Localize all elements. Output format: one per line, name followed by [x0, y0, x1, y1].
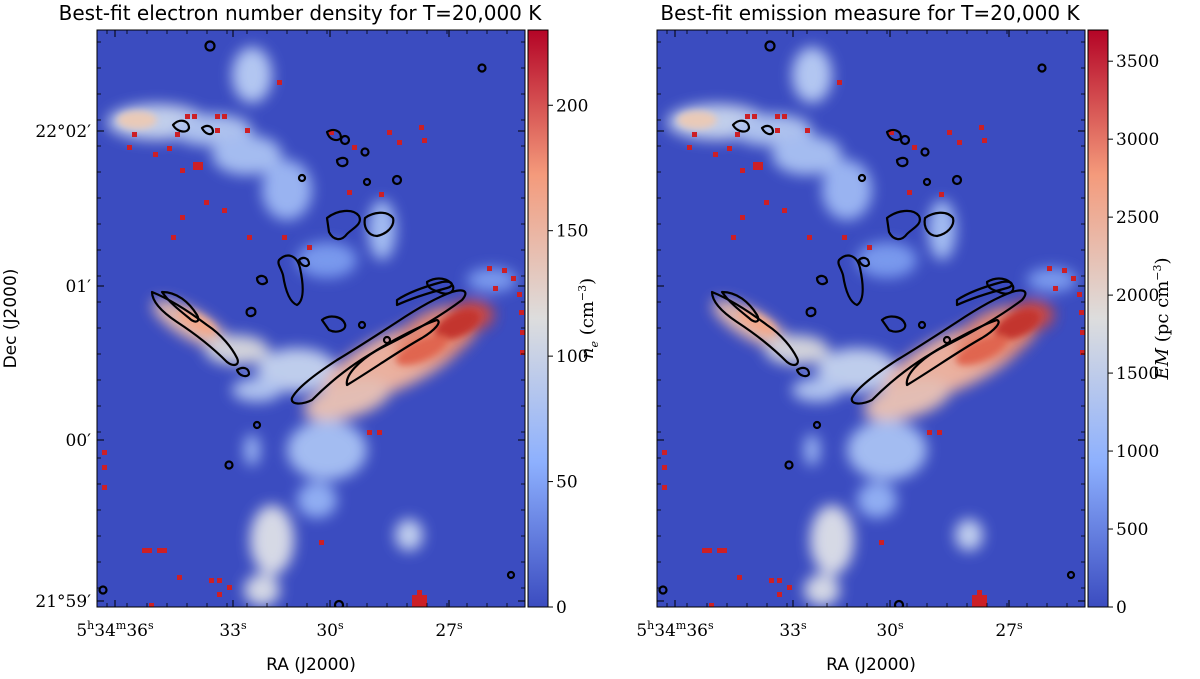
x-tick-label: 33s [219, 619, 247, 641]
colorbar-tick-label: 0 [1116, 598, 1127, 618]
chart-title: Best-fit emission measure for T=20,000 K [660, 1, 1080, 25]
panel-emission-measure: Best-fit emission measure for T=20,000 K… [636, 1, 1173, 675]
colorbar-tick-label: 0 [556, 598, 567, 618]
x-tick-label: 27s [435, 619, 463, 641]
x-tick-label: 30s [316, 619, 344, 641]
colorbar-tick-label: 1000 [1116, 442, 1159, 462]
y-tick-label: 01′ [66, 277, 92, 297]
colorbar-tick-label: 3000 [1116, 130, 1159, 150]
colorbar-tick-label: 150 [556, 222, 588, 242]
x-tick-label: 27s [995, 619, 1023, 641]
chart-title: Best-fit electron number density for T=2… [59, 1, 543, 25]
colorbar-tick-label: 3500 [1116, 52, 1159, 72]
colorbar-tick-label: 2500 [1116, 208, 1159, 228]
x-tick-label: 33s [779, 619, 807, 641]
y-tick-label: 22°02′ [35, 122, 91, 142]
y-axis-label: Dec (J2000) [1, 269, 21, 369]
colorbar-tick-label: 200 [556, 96, 588, 116]
figure: Best-fit electron number density for T=2… [0, 0, 1200, 679]
panel-electron-density: Best-fit electron number density for T=2… [1, 1, 601, 675]
y-tick-label: 21°59′ [35, 592, 91, 612]
colorbar-label: EM (pc cm−3) [1151, 257, 1173, 380]
x-tick-label: 5h34m36s [636, 619, 714, 641]
x-tick-label: 5h34m36s [76, 619, 154, 641]
colorbar [1088, 30, 1108, 607]
x-axis-label: RA (J2000) [266, 655, 356, 675]
colorbar-tick-label: 50 [556, 473, 578, 493]
y-tick-label: 00′ [66, 431, 92, 451]
x-axis-label: RA (J2000) [826, 655, 916, 675]
x-tick-label: 30s [876, 619, 904, 641]
colorbar [528, 30, 548, 607]
colorbar-tick-label: 500 [1116, 520, 1148, 540]
